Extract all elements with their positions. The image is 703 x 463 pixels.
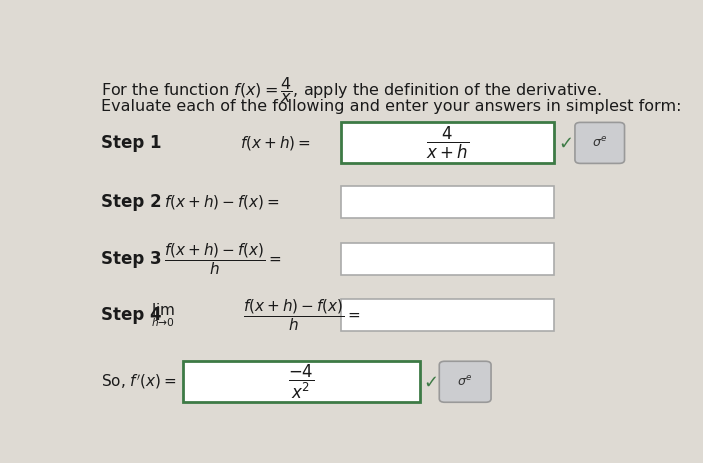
FancyBboxPatch shape xyxy=(341,122,554,163)
FancyBboxPatch shape xyxy=(439,361,491,402)
Text: Evaluate each of the following and enter your answers in simplest form:: Evaluate each of the following and enter… xyxy=(101,99,682,114)
Text: So, $f'(x) =$: So, $f'(x) =$ xyxy=(101,372,177,391)
FancyBboxPatch shape xyxy=(341,299,554,331)
Text: $\sigma^e$: $\sigma^e$ xyxy=(592,136,607,150)
Text: $\lim_{h \to 0}$: $\lim_{h \to 0}$ xyxy=(150,301,174,329)
Text: Step 3: Step 3 xyxy=(101,250,162,268)
Text: Step 2: Step 2 xyxy=(101,193,162,211)
Text: $\dfrac{f(x+h) - f(x)}{h} =$: $\dfrac{f(x+h) - f(x)}{h} =$ xyxy=(165,241,282,277)
Text: $f(x+h) =$: $f(x+h) =$ xyxy=(240,134,311,152)
Text: $\checkmark$: $\checkmark$ xyxy=(557,134,572,152)
FancyBboxPatch shape xyxy=(575,122,624,163)
FancyBboxPatch shape xyxy=(341,186,554,218)
FancyBboxPatch shape xyxy=(183,361,420,402)
Text: $\dfrac{-4}{x^2}$: $\dfrac{-4}{x^2}$ xyxy=(288,363,315,401)
Text: $\checkmark$: $\checkmark$ xyxy=(423,373,437,391)
FancyBboxPatch shape xyxy=(341,243,554,275)
Text: $f(x+h) - f(x) =$: $f(x+h) - f(x) =$ xyxy=(165,193,280,211)
Text: For the function $f(x) = \dfrac{4}{x}$, apply the definition of the derivative.: For the function $f(x) = \dfrac{4}{x}$, … xyxy=(101,75,602,105)
Text: $\dfrac{4}{x+h}$: $\dfrac{4}{x+h}$ xyxy=(426,125,469,161)
Text: $\sigma^e$: $\sigma^e$ xyxy=(458,375,473,389)
Text: $\dfrac{f(x+h) - f(x)}{h} =$: $\dfrac{f(x+h) - f(x)}{h} =$ xyxy=(243,297,361,333)
Text: Step 4: Step 4 xyxy=(101,306,162,324)
Text: Step 1: Step 1 xyxy=(101,134,162,152)
